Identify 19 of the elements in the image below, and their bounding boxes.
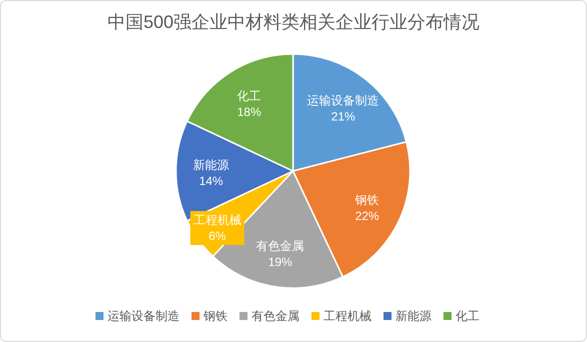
legend-label: 有色金属: [252, 309, 300, 323]
legend-label: 钢铁: [202, 309, 228, 323]
data-label: 19%: [268, 254, 293, 269]
slice-label: 新能源: [193, 158, 230, 172]
data-label: 18%: [237, 104, 262, 119]
chart-title: 中国500强企业中材料类相关企业行业分布情况: [107, 12, 480, 32]
legend-label: 运输设备制造: [108, 309, 180, 323]
slice-label: 有色金属: [256, 238, 304, 253]
slice-label: 运输设备制造: [307, 93, 380, 108]
legend-label: 新能源: [396, 309, 432, 323]
slice-label: 钢铁: [354, 192, 380, 207]
data-label: 22%: [355, 208, 380, 223]
data-label: 6%: [208, 229, 226, 244]
slice-label: 化工: [237, 88, 262, 103]
data-label: 14%: [199, 174, 224, 188]
slice-label: 工程机械: [193, 213, 242, 228]
legend-label: 化工: [456, 309, 480, 323]
data-label: 21%: [331, 109, 356, 124]
legend-label: 工程机械: [324, 309, 372, 323]
